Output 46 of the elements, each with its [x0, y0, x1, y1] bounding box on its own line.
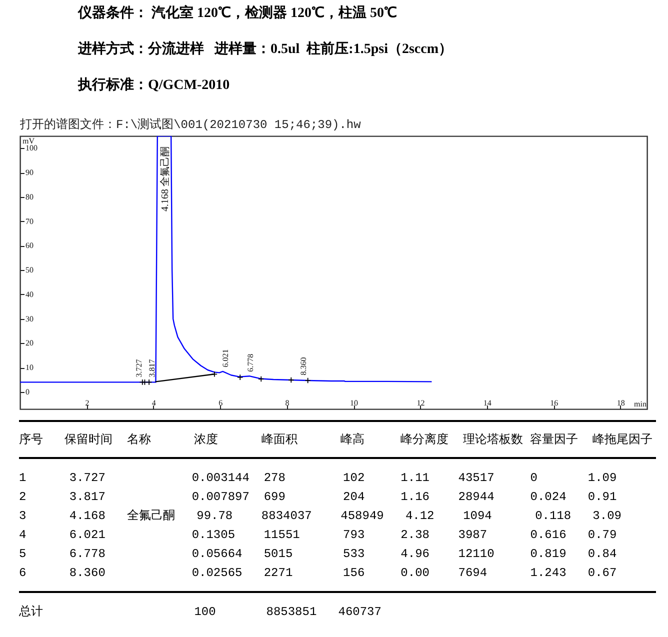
x-tick-label: 6: [218, 398, 223, 408]
y-tick-label: 60: [26, 241, 34, 250]
annotation: 4.168 全氟己酮: [159, 146, 172, 212]
x-tick-label: 18: [616, 398, 625, 408]
x-tick-label: 2: [85, 398, 90, 408]
text: 总计 100 8853851 460737: [19, 604, 382, 620]
annotation: 6.021: [220, 349, 230, 368]
x-tick-label: 12: [416, 398, 425, 408]
text: 6 8.360 0.02565 2271 156 0.00 7694 1.243 0.67: [19, 565, 617, 581]
x-tick-label: 4: [152, 398, 156, 408]
text: 3 4.168 全氟己酮 99.78 8834037 458949 4.12 1094 0.118 3.09: [19, 508, 622, 524]
point: [304, 377, 311, 384]
point: [146, 379, 152, 386]
annotation: 3.817: [147, 359, 156, 378]
y-tick-label: 20: [26, 338, 34, 348]
point: [237, 374, 244, 380]
text: 进样方式：分流进样 进样量：0.5ul 柱前压:1.5psi（2sccm）: [78, 42, 452, 58]
y-tick-label: 100: [26, 144, 38, 153]
text: 1 3.727 0.003144 278 102 1.11 43517 0 1.09: [19, 470, 617, 486]
x-tick-label: 8: [285, 398, 290, 408]
annotation: 6.778: [246, 354, 256, 372]
line-series: [20, 136, 432, 383]
point: [288, 376, 294, 384]
text: 执行标准：Q/GCM-2010: [78, 78, 230, 94]
y-tick-label: 40: [26, 290, 34, 299]
y-axis-title: mV: [22, 136, 35, 146]
chart-title: 打开的谱图文件：F:\测试图\001(20210730 15;46;39).hw: [19, 117, 362, 132]
y-tick-label: 80: [26, 192, 34, 202]
y-tick-label: 0: [26, 387, 30, 396]
text: 序号 保留时间 名称 浓度 峰面积 峰高 峰分离度 理论塔板数 容量因子 峰拖尾因子: [19, 432, 653, 448]
text: 仪器条件： 汽化室 120℃，检测器 120℃，柱温 50℃: [78, 6, 397, 22]
x-tick-label: 10: [350, 398, 358, 408]
text: 4 6.021 0.1305 11551 793 2.38 3987 0.616 0.79: [19, 527, 617, 543]
x-tick-label: 16: [550, 398, 558, 408]
y-tick-label: 70: [26, 216, 34, 226]
text: 5 6.778 0.05664 5015 533 4.96 12110 0.819 0.84: [19, 546, 617, 562]
y-tick-label: 30: [26, 314, 34, 324]
annotation: 3.727: [134, 359, 144, 378]
y-tick-label: 90: [26, 168, 34, 178]
y-tick-label: 10: [26, 363, 34, 372]
annotation: 8.360: [298, 357, 308, 376]
text: 2 3.817 0.007897 699 204 1.16 28944 0.024 0.91: [19, 489, 617, 505]
point: [258, 376, 264, 382]
x-axis-title: min: [634, 400, 646, 408]
x-tick-label: 14: [483, 398, 492, 408]
y-tick-label: 50: [26, 266, 34, 275]
